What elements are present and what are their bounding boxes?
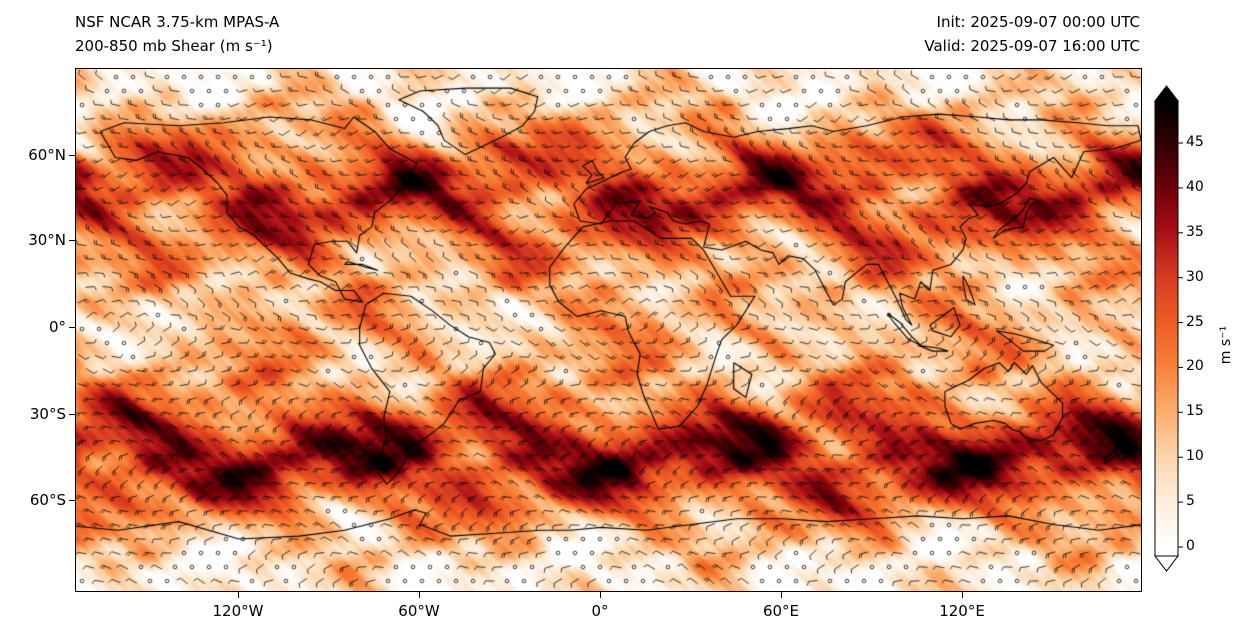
field-title: 200-850 mb Shear (m s⁻¹) <box>75 37 273 55</box>
lon-label-120w: 120°W <box>212 602 264 620</box>
lat-label-60s: 60°S <box>29 491 66 509</box>
lat-label-60n: 60°N <box>28 146 66 164</box>
colorbar <box>1153 85 1183 572</box>
cb-label-10: 10 <box>1186 448 1204 464</box>
lat-label-30s: 30°S <box>29 405 66 423</box>
y-tick-mark <box>69 240 75 241</box>
lon-label-60e: 60°E <box>762 602 800 620</box>
lon-label-60w: 60°W <box>398 602 440 620</box>
cb-label-25: 25 <box>1186 314 1204 330</box>
colorbar-unit-label: m s⁻¹ <box>1218 325 1234 365</box>
x-tick-mark <box>238 592 239 598</box>
init-time-label: Init: 2025-09-07 00:00 UTC <box>936 13 1140 31</box>
map-frame <box>75 68 1142 592</box>
x-tick-mark <box>419 592 420 598</box>
colorbar-gradient <box>1154 100 1179 557</box>
cb-label-30: 30 <box>1186 269 1204 285</box>
x-tick-mark <box>962 592 963 598</box>
cb-label-0: 0 <box>1186 538 1195 554</box>
colorbar-tick-marks <box>1178 142 1183 548</box>
x-tick-mark <box>600 592 601 598</box>
y-tick-mark <box>69 327 75 328</box>
cb-label-40: 40 <box>1186 179 1204 195</box>
cb-label-45: 45 <box>1186 134 1204 150</box>
colorbar-extend-max-arrow <box>1153 85 1180 102</box>
lon-label-120e: 120°E <box>939 602 985 620</box>
x-tick-mark <box>781 592 782 598</box>
lat-label-30n: 30°N <box>28 231 66 249</box>
lon-label-0: 0° <box>591 602 609 620</box>
cb-label-5: 5 <box>1186 493 1195 509</box>
figure-title-block: NSF NCAR 3.75-km MPAS-A 200-850 mb Shear… <box>75 10 279 58</box>
lat-label-0: 0° <box>48 318 66 336</box>
y-tick-mark <box>69 500 75 501</box>
cb-label-35: 35 <box>1186 224 1204 240</box>
y-tick-mark <box>69 155 75 156</box>
cb-label-15: 15 <box>1186 403 1204 419</box>
model-title: NSF NCAR 3.75-km MPAS-A <box>75 13 280 31</box>
valid-time-label: Valid: 2025-09-07 16:00 UTC <box>924 37 1140 55</box>
y-tick-mark <box>69 414 75 415</box>
shear-map-canvas <box>76 69 1141 591</box>
timestamp-block: Init: 2025-09-07 00:00 UTC Valid: 2025-0… <box>924 10 1140 58</box>
cb-label-20: 20 <box>1186 358 1204 374</box>
colorbar-extend-min-arrow <box>1153 555 1180 572</box>
